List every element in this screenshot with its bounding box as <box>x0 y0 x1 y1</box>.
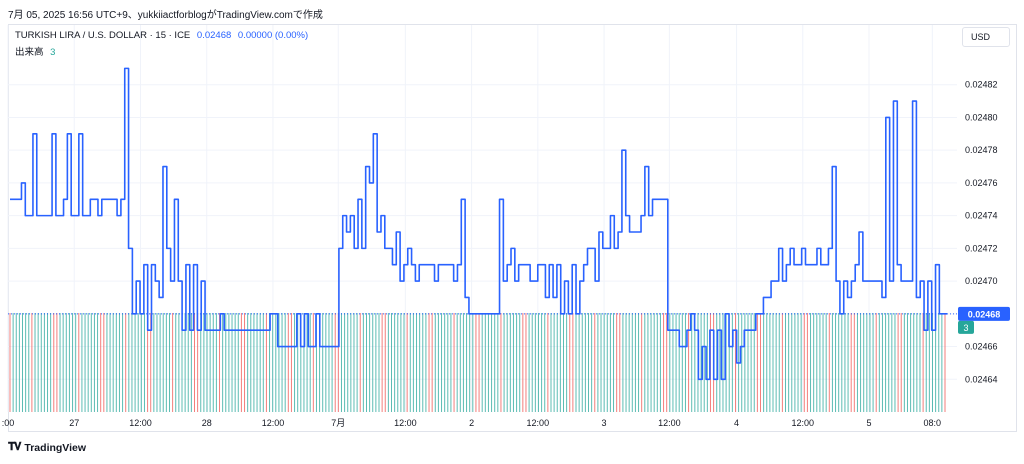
x-tick-label: 7月 <box>331 418 345 428</box>
symbol-label[interactable]: TURKISH LIRA / U.S. DOLLAR · 15 · ICE <box>15 30 191 41</box>
x-tick-label: 28 <box>202 418 212 428</box>
price-change: 0.00000 (0.00%) <box>237 30 309 41</box>
y-tick-label: 0.02466 <box>965 342 998 352</box>
x-tick-label: 4 <box>734 418 739 428</box>
last-price-tag <box>958 306 1010 321</box>
legend: TURKISH LIRA / U.S. DOLLAR · 15 · ICE 0.… <box>15 30 308 41</box>
brand-name: TradingView <box>24 441 87 454</box>
y-tick-label: 0.02472 <box>965 243 998 253</box>
volume-tag-text: 3 <box>963 323 968 333</box>
x-tick-label: 5 <box>867 418 872 428</box>
volume-value: 3 <box>50 47 56 58</box>
currency-button[interactable]: USD <box>962 27 1010 47</box>
x-tick-label: 2 <box>469 418 474 428</box>
y-tick-label: 0.02480 <box>965 112 998 122</box>
y-tick-label: 0.02476 <box>965 178 998 188</box>
x-tick-label: 12:00 <box>792 418 815 428</box>
y-tick-label: 0.02474 <box>965 211 998 221</box>
x-tick-label: 12:00 <box>527 418 550 428</box>
footer-brand[interactable]: 𝐓𝐕 TradingView <box>8 441 86 454</box>
y-tick-label: 0.02478 <box>965 145 998 155</box>
y-tick-label: 0.02464 <box>965 374 998 384</box>
volume-label[interactable]: 出来高 <box>15 47 44 58</box>
x-tick-label: 27 <box>69 418 79 428</box>
x-tick-label: 12:00 <box>262 418 285 428</box>
y-tick-label: 0.02482 <box>965 80 998 90</box>
x-tick-label: 08:0 <box>924 418 942 428</box>
chart-caption: 7月 05, 2025 16:56 UTC+9、yukkiiactforblog… <box>8 10 323 21</box>
y-tick-label: 0.02470 <box>965 276 998 286</box>
x-tick-label: 3 <box>602 418 607 428</box>
last-price-tag-text: 0.02468 <box>968 309 1001 319</box>
x-tick-label: 12:00 <box>129 418 152 428</box>
volume-legend: 出来高 3 <box>15 44 55 58</box>
tradingview-logo-icon: 𝐓𝐕 <box>8 441 21 453</box>
x-tick-label: 12:00 <box>394 418 417 428</box>
price-series-line <box>10 67 947 381</box>
x-tick-label: :00 <box>2 418 15 428</box>
volume-tag <box>958 320 974 334</box>
last-price: 0.02468 <box>196 30 232 41</box>
x-tick-label: 12:00 <box>658 418 681 428</box>
